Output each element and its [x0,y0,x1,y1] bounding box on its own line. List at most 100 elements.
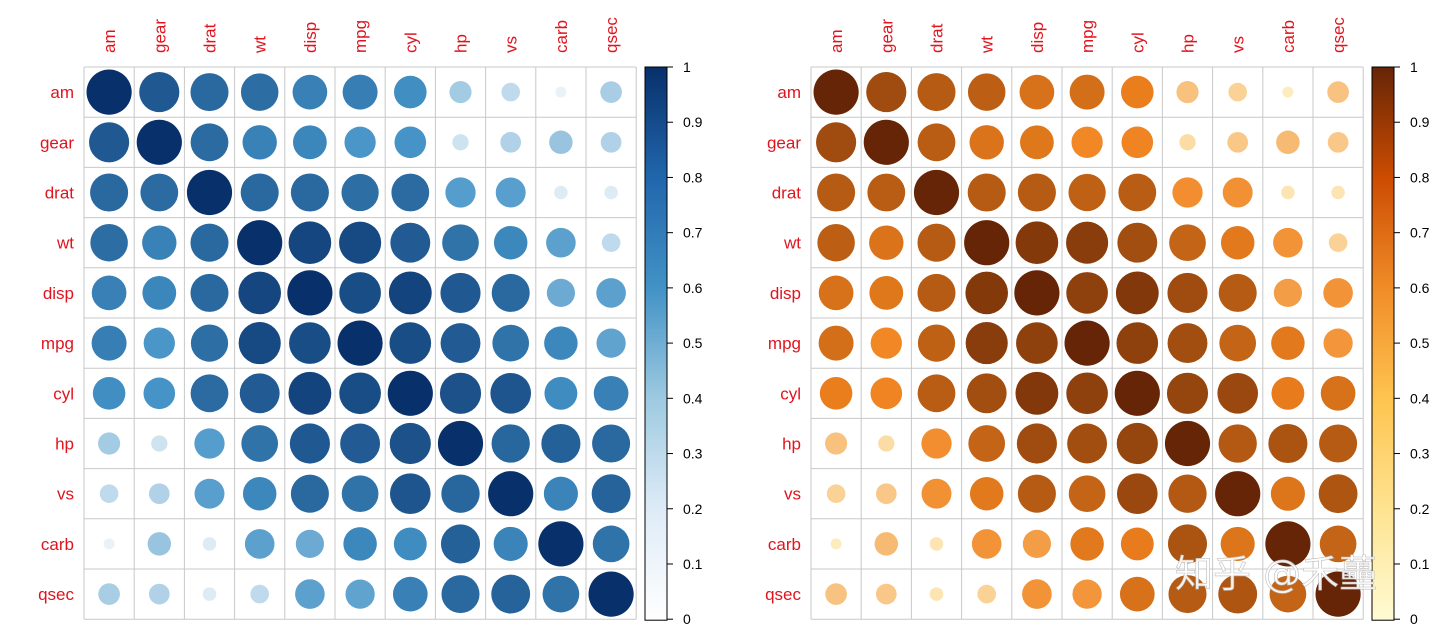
circle-vs-wt [242,476,277,511]
circle-gear-am [89,122,130,163]
circle-mpg-drat [190,324,229,362]
circle-disp-carb [546,278,576,308]
circle-hp-drat [194,428,225,459]
circle-cyl-am [819,377,853,410]
row-label-carb: carb [41,535,74,554]
circle-carb-drat [202,537,217,551]
circle-vs-cyl [389,473,431,515]
circle-disp-cyl [388,271,432,315]
colorbar-tick-label: 0.9 [1410,114,1430,130]
circle-hp-cyl [1116,422,1158,465]
circle-wt-cyl [1117,222,1158,263]
circle-gear-drat [917,123,956,162]
circle-gear-mpg [1071,126,1103,158]
circle-disp-hp [440,272,481,313]
colorbar: 1 0.9 0.8 0.7 0.6 0.5 0.4 0.3 0.2 0.1 0 [1371,59,1430,627]
circle-carb-wt [971,529,1002,559]
circle-carb-disp [295,529,325,559]
circle-carb-gear [874,532,899,556]
grid [810,66,1364,620]
column-label-cyl: cyl [1128,32,1147,53]
column-label-qsec: qsec [1329,17,1348,53]
circle-disp-vs [491,273,530,312]
circle-drat-am [817,173,856,212]
circle-am-carb [1282,86,1294,98]
circle-wt-gear [142,225,177,260]
circle-gear-gear [863,119,909,165]
circle-gear-mpg [344,126,376,158]
circle-drat-disp [1017,173,1056,212]
circle-disp-wt [965,271,1009,315]
colorbar-tick-label: 0.5 [683,335,703,351]
correlation-plot-orange: am gear drat wt disp mpg cyl hp vs carb qsec am gear… [765,17,1430,628]
circle-carb-cyl [1120,527,1154,561]
circle-disp-disp [287,270,333,316]
circle-gear-vs [1227,131,1249,153]
colorbar-gradient [644,66,668,621]
circle-gear-disp [293,125,327,160]
circle-wt-hp [1169,224,1206,262]
circle-am-carb [555,86,567,98]
circle-gear-qsec [600,131,622,153]
row-label-qsec: qsec [765,585,801,604]
circle-am-wt [967,73,1006,111]
circle-wt-vs [493,225,528,260]
circle-drat-gear [867,173,906,212]
circle-mpg-gear [143,327,175,359]
row-label-cyl: cyl [53,384,74,403]
row-label-wt: wt [56,234,74,253]
circle-vs-drat [921,478,952,509]
circle-wt-wt [237,220,283,266]
circle-qsec-wt [977,584,997,604]
circle-hp-gear [151,435,168,452]
circle-wt-mpg [339,221,382,264]
row-label-carb: carb [768,535,801,554]
row-label-drat: drat [772,184,802,203]
row-labels: am gear drat wt disp mpg cyl hp vs carb qsec [38,83,74,604]
circle-disp-disp [1014,270,1060,316]
circle-qsec-am [98,583,120,605]
circle-carb-carb [538,521,584,567]
circle-qsec-qsec [1315,571,1361,617]
column-label-cyl: cyl [401,32,420,53]
column-label-wt: wt [251,36,270,54]
colorbar: 1 0.9 0.8 0.7 0.6 0.5 0.4 0.3 0.2 0.1 0 [644,59,703,627]
circle-qsec-cyl [392,576,428,612]
circle-hp-am [98,432,121,455]
circle-am-disp [1019,74,1055,110]
circle-wt-am [90,223,128,262]
circle-carb-mpg [343,527,377,561]
column-labels: am gear drat wt disp mpg cyl hp vs carb qsec [100,17,621,54]
row-label-wt: wt [783,234,801,253]
circle-hp-vs [491,424,530,463]
circle-am-cyl [394,75,427,109]
circle-drat-mpg [341,173,379,212]
circle-vs-qsec [1318,474,1358,514]
circle-gear-wt [969,125,1004,160]
circle-am-disp [292,74,328,110]
circle-qsec-disp [1022,579,1052,609]
row-label-qsec: qsec [38,585,74,604]
circle-qsec-disp [295,579,325,609]
circle-drat-carb [1281,185,1295,200]
circle-hp-mpg [1067,423,1108,464]
circle-wt-drat [190,223,229,262]
column-label-vs: vs [502,36,521,53]
circle-drat-wt [240,173,279,212]
circle-cyl-carb [1271,376,1305,410]
circle-qsec-carb [1269,575,1307,613]
circle-qsec-mpg [345,579,375,609]
circle-cyl-vs [1217,372,1259,414]
circle-hp-qsec [1319,424,1358,463]
circle-marks [813,69,1361,617]
circle-hp-hp [437,420,484,467]
circle-wt-qsec [1328,233,1348,253]
circle-hp-hp [1164,420,1211,467]
circle-disp-qsec [1323,278,1353,308]
circle-hp-am [825,432,848,455]
circle-am-drat [190,73,229,112]
circle-qsec-carb [542,575,580,613]
circle-wt-wt [964,220,1010,266]
circle-vs-carb [1270,476,1305,511]
circle-am-am [86,69,132,115]
